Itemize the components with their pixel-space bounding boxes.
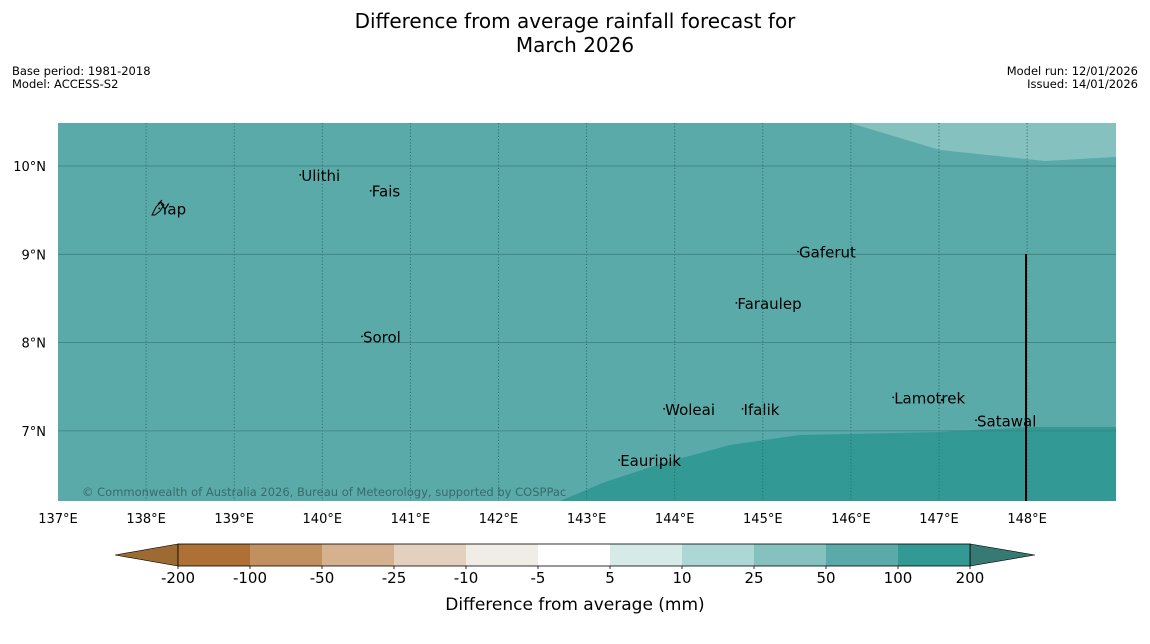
colorbar-tick-label: -5 bbox=[531, 569, 546, 587]
lon-tick-label: 138°E bbox=[126, 512, 166, 527]
colorbar-bin bbox=[394, 544, 466, 566]
place-label: Ifalik bbox=[744, 401, 780, 419]
island-dot bbox=[663, 407, 666, 410]
lon-tick-label: 144°E bbox=[655, 512, 695, 527]
lat-tick-label: 9°N bbox=[22, 248, 47, 263]
colorbar-bin bbox=[466, 544, 538, 566]
lon-tick-label: 139°E bbox=[214, 512, 254, 527]
title-line-2: March 2026 bbox=[515, 33, 635, 57]
colorbar-tick-label: 100 bbox=[884, 569, 913, 587]
model-text: Model: ACCESS-S2 bbox=[12, 77, 119, 91]
colorbar-bin bbox=[826, 544, 898, 566]
metadata-right: Model run: 12/01/2026 Issued: 14/01/2026 bbox=[1007, 65, 1138, 91]
place-label: Ulithi bbox=[301, 167, 340, 185]
place-label: Fais bbox=[372, 183, 401, 201]
colorbar-tick-label: 5 bbox=[605, 569, 615, 587]
place-label: Lamotrek bbox=[894, 389, 965, 407]
place-label: Satawal bbox=[977, 412, 1036, 430]
colorbar-bin bbox=[538, 544, 610, 566]
colorbar-under-triangle bbox=[114, 543, 179, 567]
zone-25-50 bbox=[850, 123, 1116, 161]
island-dot bbox=[735, 301, 738, 304]
graticule bbox=[58, 123, 1116, 501]
colorbar-bin bbox=[682, 544, 754, 566]
colorbar-frame bbox=[177, 543, 971, 567]
colorbar-bin bbox=[250, 544, 322, 566]
lat-tick-label: 8°N bbox=[22, 337, 47, 352]
small-island-dot bbox=[940, 398, 944, 402]
colorbar-tick-label: 10 bbox=[672, 569, 691, 587]
lon-tick-label: 142°E bbox=[479, 512, 519, 527]
island-dot bbox=[741, 407, 744, 410]
place-marker: Ulithi bbox=[299, 167, 340, 185]
colorbar-tick-label: 25 bbox=[744, 569, 763, 587]
place-marker: Gaferut bbox=[797, 244, 856, 262]
lat-tick-label: 10°N bbox=[13, 160, 46, 175]
colorbar-tick-label: 200 bbox=[956, 569, 985, 587]
island-dot bbox=[361, 335, 363, 338]
metadata-left: Base period: 1981-2018 Model: ACCESS-S2 bbox=[12, 65, 151, 91]
place-marker: Satawal bbox=[975, 412, 1036, 430]
issued-text: Issued: 14/01/2026 bbox=[1027, 77, 1138, 91]
colorbar-bin bbox=[754, 544, 826, 566]
zone-100-200 bbox=[560, 427, 1116, 501]
colorbar-label: Difference from average (mm) bbox=[445, 595, 704, 615]
axis-labels: 137°E 138°E 139°E 140°E 141°E 142°E 143°E 144°E… bbox=[13, 160, 1047, 527]
place-marker: Ifalik bbox=[741, 401, 780, 419]
place-label: Eauripik bbox=[620, 452, 681, 470]
title-line-1: Difference from average rainfall forecas… bbox=[354, 9, 796, 33]
island-dot bbox=[618, 459, 621, 461]
colorbar: -200 -100 -50 -25 -10 -5 5 10 25 50 100 200 bbox=[114, 543, 1036, 587]
colorbar-tick-label: -100 bbox=[233, 569, 267, 587]
lon-tick-label: 146°E bbox=[831, 512, 871, 527]
colorbar-bin bbox=[178, 544, 250, 566]
lon-tick-label: 137°E bbox=[38, 512, 78, 527]
island-dot bbox=[158, 207, 161, 210]
colorbar-tick-label: -25 bbox=[382, 569, 407, 587]
colorbar-bin bbox=[322, 544, 394, 566]
yap-island-outline bbox=[151, 199, 165, 216]
copyright-text: © Commonwealth of Australia 2026, Bureau… bbox=[82, 485, 566, 499]
colorbar-tick-label: -200 bbox=[161, 569, 195, 587]
place-marker: Faraulep bbox=[735, 295, 802, 313]
place-label: Gaferut bbox=[799, 244, 856, 262]
lon-tick-label: 141°E bbox=[391, 512, 431, 527]
colorbar-bin bbox=[898, 544, 970, 566]
lon-tick-label: 145°E bbox=[743, 512, 783, 527]
lon-tick-label: 140°E bbox=[303, 512, 343, 527]
model-run-text: Model run: 12/01/2026 bbox=[1006, 64, 1138, 78]
place-marker: Fais bbox=[369, 183, 401, 201]
island-dot bbox=[797, 250, 799, 253]
place-marker: Eauripik bbox=[618, 452, 681, 470]
place-marker: Lamotrek bbox=[892, 389, 965, 407]
colorbar-tick-label: 50 bbox=[816, 569, 835, 587]
colorbar-tick-label: -10 bbox=[454, 569, 479, 587]
base-period-text: Base period: 1981-2018 bbox=[12, 64, 151, 78]
island-dot bbox=[892, 396, 895, 399]
lon-tick-label: 147°E bbox=[919, 512, 959, 527]
map-area: Ulithi Fais Yap Gaferut Faraulep Sorol Lamotre… bbox=[58, 123, 1116, 501]
lon-tick-label: 148°E bbox=[1007, 512, 1047, 527]
island-dot bbox=[369, 189, 372, 192]
colorbar-bin bbox=[610, 544, 682, 566]
place-label: Faraulep bbox=[737, 295, 801, 313]
lat-tick-label: 7°N bbox=[22, 425, 47, 440]
colorbar-over-triangle bbox=[969, 543, 1036, 567]
place-marker: Sorol bbox=[361, 328, 401, 346]
place-marker: Yap bbox=[158, 200, 186, 218]
place-label: Woleai bbox=[665, 401, 715, 419]
place-label: Sorol bbox=[363, 328, 401, 346]
colorbar-tick-label: -50 bbox=[310, 569, 335, 587]
place-label: Yap bbox=[159, 200, 186, 218]
island-dot bbox=[299, 173, 302, 176]
place-marker: Woleai bbox=[663, 401, 715, 419]
chart-title: Difference from average rainfall forecas… bbox=[0, 9, 1150, 57]
island-dot bbox=[975, 419, 977, 422]
places-layer: Ulithi Fais Yap Gaferut Faraulep Sorol Lamotre… bbox=[158, 167, 1036, 470]
lon-tick-label: 143°E bbox=[567, 512, 607, 527]
